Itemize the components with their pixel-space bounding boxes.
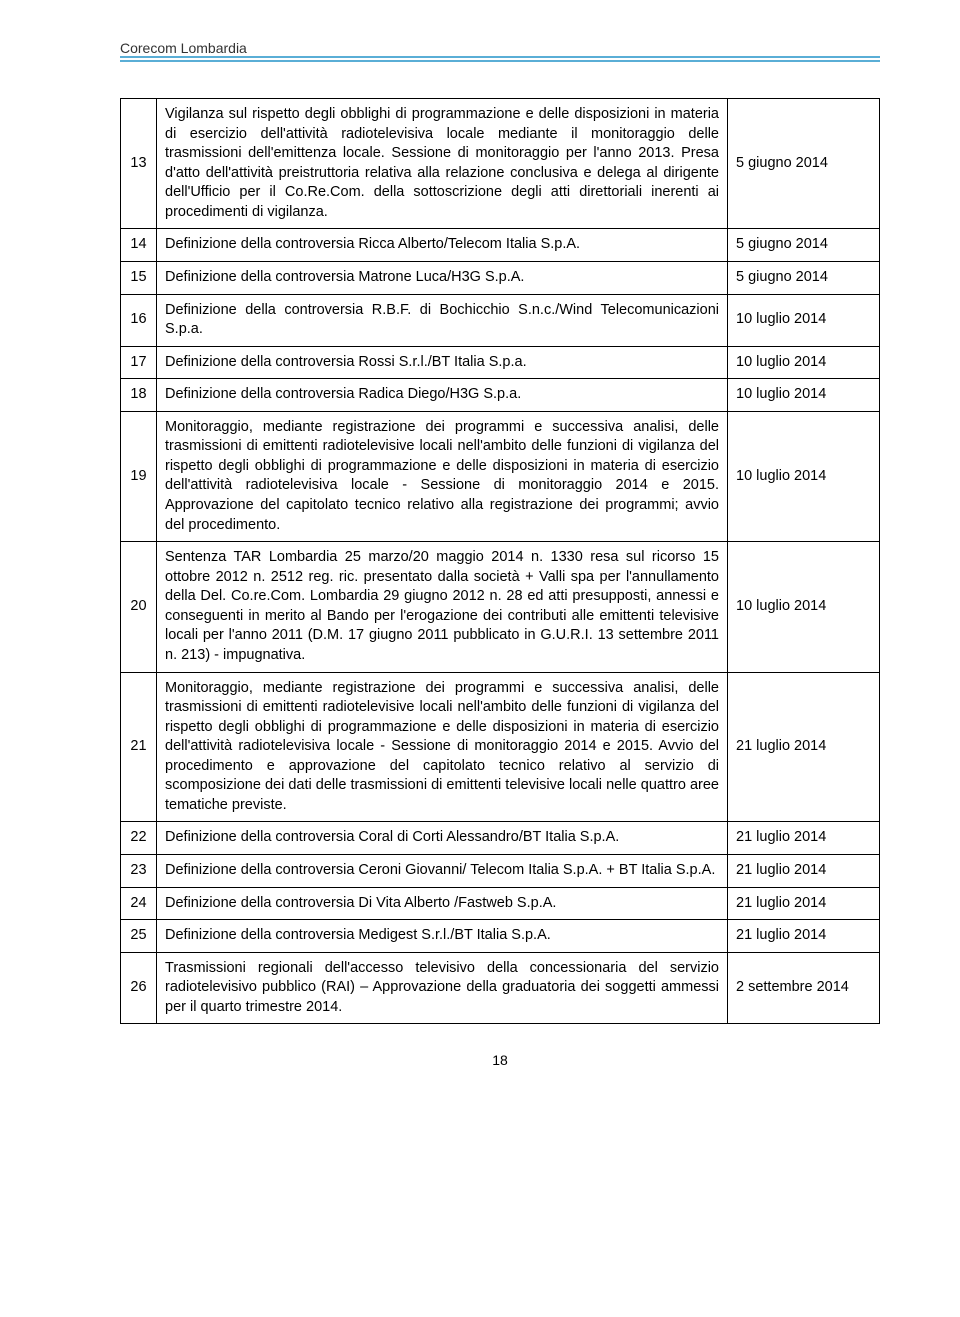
- row-date: 21 luglio 2014: [728, 822, 880, 855]
- row-description: Definizione della controversia Rossi S.r…: [157, 346, 728, 379]
- row-description: Definizione della controversia R.B.F. di…: [157, 294, 728, 346]
- row-date: 5 giugno 2014: [728, 99, 880, 229]
- row-date: 2 settembre 2014: [728, 952, 880, 1024]
- row-number: 14: [121, 229, 157, 262]
- row-description: Definizione della controversia Ceroni Gi…: [157, 855, 728, 888]
- table-row: 22Definizione della controversia Coral d…: [121, 822, 880, 855]
- table-row: 19Monitoraggio, mediante registrazione d…: [121, 411, 880, 541]
- table-row: 14Definizione della controversia Ricca A…: [121, 229, 880, 262]
- row-number: 18: [121, 379, 157, 412]
- row-number: 23: [121, 855, 157, 888]
- row-description: Definizione della controversia Medigest …: [157, 920, 728, 953]
- row-description: Vigilanza sul rispetto degli obblighi di…: [157, 99, 728, 229]
- row-number: 21: [121, 672, 157, 822]
- row-number: 20: [121, 542, 157, 672]
- row-number: 26: [121, 952, 157, 1024]
- row-description: Definizione della controversia Radica Di…: [157, 379, 728, 412]
- row-number: 22: [121, 822, 157, 855]
- table-row: 16Definizione della controversia R.B.F. …: [121, 294, 880, 346]
- row-date: 21 luglio 2014: [728, 920, 880, 953]
- row-date: 10 luglio 2014: [728, 346, 880, 379]
- row-number: 17: [121, 346, 157, 379]
- table-row: 24Definizione della controversia Di Vita…: [121, 887, 880, 920]
- row-date: 10 luglio 2014: [728, 294, 880, 346]
- row-number: 24: [121, 887, 157, 920]
- page-header: Corecom Lombardia: [120, 40, 880, 62]
- row-number: 16: [121, 294, 157, 346]
- row-date: 21 luglio 2014: [728, 855, 880, 888]
- row-description: Definizione della controversia Ricca Alb…: [157, 229, 728, 262]
- table-row: 21Monitoraggio, mediante registrazione d…: [121, 672, 880, 822]
- row-number: 19: [121, 411, 157, 541]
- table-row: 18Definizione della controversia Radica …: [121, 379, 880, 412]
- table-row: 26Trasmissioni regionali dell'accesso te…: [121, 952, 880, 1024]
- header-title-text: Corecom Lombardia: [120, 40, 247, 56]
- row-number: 15: [121, 261, 157, 294]
- row-description: Monitoraggio, mediante registrazione dei…: [157, 411, 728, 541]
- page-number: 18: [120, 1052, 880, 1068]
- table-row: 15Definizione della controversia Matrone…: [121, 261, 880, 294]
- row-number: 25: [121, 920, 157, 953]
- row-date: 5 giugno 2014: [728, 229, 880, 262]
- row-description: Monitoraggio, mediante registrazione dei…: [157, 672, 728, 822]
- header-rule: [120, 56, 880, 62]
- row-description: Definizione della controversia Di Vita A…: [157, 887, 728, 920]
- table-row: 17Definizione della controversia Rossi S…: [121, 346, 880, 379]
- table-row: 13Vigilanza sul rispetto degli obblighi …: [121, 99, 880, 229]
- row-date: 21 luglio 2014: [728, 672, 880, 822]
- row-date: 10 luglio 2014: [728, 542, 880, 672]
- row-date: 5 giugno 2014: [728, 261, 880, 294]
- deliberations-table: 13Vigilanza sul rispetto degli obblighi …: [120, 98, 880, 1024]
- table-row: 20Sentenza TAR Lombardia 25 marzo/20 mag…: [121, 542, 880, 672]
- row-description: Definizione della controversia Coral di …: [157, 822, 728, 855]
- table-body: 13Vigilanza sul rispetto degli obblighi …: [121, 99, 880, 1024]
- row-description: Sentenza TAR Lombardia 25 marzo/20 maggi…: [157, 542, 728, 672]
- row-description: Trasmissioni regionali dell'accesso tele…: [157, 952, 728, 1024]
- row-date: 10 luglio 2014: [728, 379, 880, 412]
- row-description: Definizione della controversia Matrone L…: [157, 261, 728, 294]
- table-row: 23Definizione della controversia Ceroni …: [121, 855, 880, 888]
- row-date: 21 luglio 2014: [728, 887, 880, 920]
- table-row: 25Definizione della controversia Mediges…: [121, 920, 880, 953]
- row-number: 13: [121, 99, 157, 229]
- row-date: 10 luglio 2014: [728, 411, 880, 541]
